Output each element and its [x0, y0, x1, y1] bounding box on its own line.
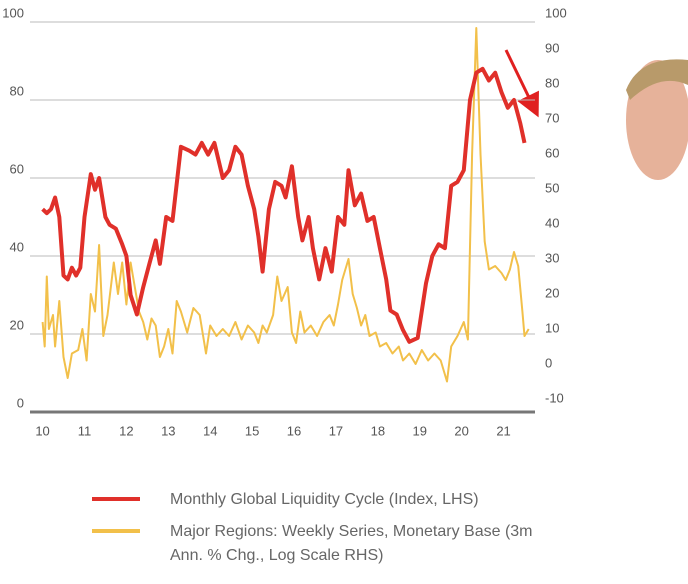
y-tick-label: 40 — [10, 239, 24, 254]
x-tick-label: 18 — [371, 423, 385, 438]
y2-tick-label: 0 — [545, 355, 552, 370]
legend-label: Monthly Global Liquidity Cycle (Index, L… — [170, 491, 479, 508]
y2-tick-label: 100 — [545, 5, 567, 20]
legend-swatch — [92, 497, 140, 501]
y-tick-label: 100 — [2, 5, 24, 20]
y2-tick-label: 50 — [545, 180, 559, 195]
y2-tick-label: 10 — [545, 320, 559, 335]
x-tick-label: 15 — [245, 423, 259, 438]
y2-tick-label: -10 — [545, 390, 564, 405]
legend-entry: Monthly Global Liquidity Cycle (Index, L… — [92, 488, 560, 512]
y-tick-label: 80 — [10, 83, 24, 98]
annotation-arrow — [504, 49, 539, 118]
x-tick-label: 14 — [203, 423, 217, 438]
series-line — [41, 27, 530, 383]
x-tick-label: 12 — [119, 423, 133, 438]
y-tick-label: 20 — [10, 317, 24, 332]
x-tick-label: 21 — [496, 423, 510, 438]
y2-tick-label: 20 — [545, 285, 559, 300]
y2-tick-label: 90 — [545, 40, 559, 55]
y2-tick-label: 30 — [545, 250, 559, 265]
x-tick-label: 20 — [454, 423, 468, 438]
x-tick-label: 11 — [78, 423, 92, 438]
x-tick-label: 10 — [35, 423, 49, 438]
y2-tick-label: 40 — [545, 215, 559, 230]
x-tick-label: 16 — [287, 423, 301, 438]
y2-tick-label: 60 — [545, 145, 559, 160]
x-tick-label: 17 — [329, 423, 343, 438]
photo — [612, 52, 688, 186]
legend-label: Major Regions: Weekly Series, Monetary B… — [170, 523, 533, 564]
y2-tick-label: 80 — [545, 75, 559, 90]
y-tick-label: 60 — [10, 161, 24, 176]
legend: Monthly Global Liquidity Cycle (Index, L… — [92, 488, 560, 576]
legend-entry: Major Regions: Weekly Series, Monetary B… — [92, 520, 560, 568]
x-tick-label: 19 — [413, 423, 427, 438]
series-line — [41, 66, 527, 344]
legend-swatch — [92, 529, 140, 533]
x-tick-label: 13 — [161, 423, 175, 438]
y2-tick-label: 70 — [545, 110, 559, 125]
y-tick-label: 0 — [17, 395, 24, 410]
